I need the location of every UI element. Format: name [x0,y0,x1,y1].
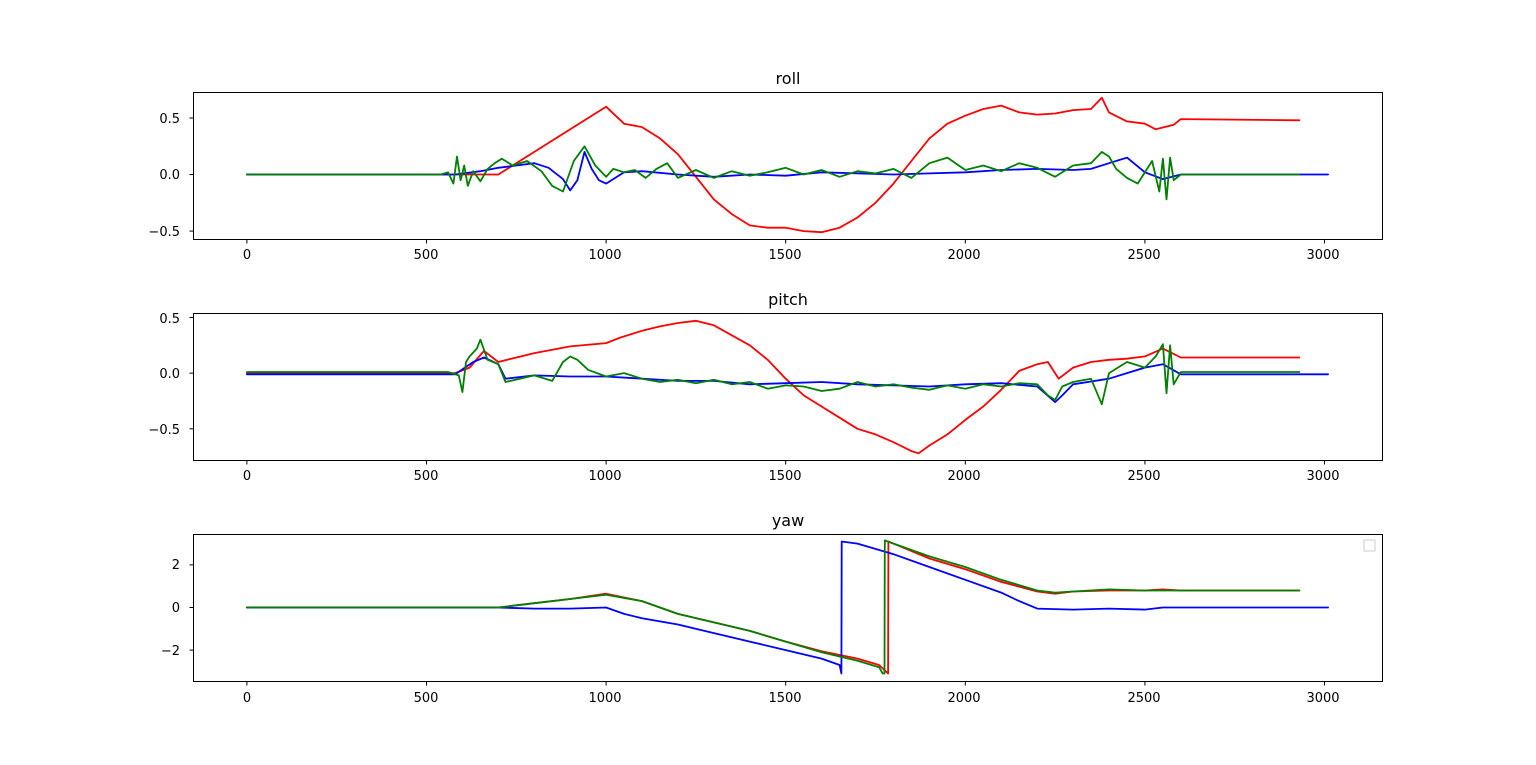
yaw-xtick-label: 0 [243,691,251,706]
pitch-series-line-0 [245,319,1301,455]
roll-title: roll [776,69,801,88]
yaw-xtick-labels: 0 500 1000 1500 2000 2500 3000 [243,691,1340,706]
roll-ytick-label: 0.5 [159,112,180,127]
roll-xtick-label: 1500 [768,248,801,263]
roll-subplot: roll 0.5 0.0 −0.5 0 500 1000 1500 2000 2… [148,69,1339,263]
yaw-ytick-label: 2 [172,558,180,573]
roll-plot-area [189,92,1383,244]
yaw-legend-empty [1363,539,1376,552]
roll-series-line-0 [245,96,1301,234]
roll-axes-frame [193,92,1383,240]
pitch-ytick-labels: 0.5 0.0 −0.5 [148,312,180,438]
roll-xtick-label: 3000 [1306,248,1339,263]
yaw-title: yaw [772,511,804,530]
yaw-xtick-label: 1500 [768,691,801,706]
yaw-xtick-label: 500 [414,691,439,706]
yaw-xtick-label: 2000 [947,691,980,706]
pitch-subplot: pitch 0.5 0.0 −0.5 0 500 1000 1500 2000 … [148,290,1339,484]
pitch-title: pitch [768,290,808,309]
yaw-series-line-1 [245,540,1329,675]
pitch-xtick-label: 1500 [768,469,801,484]
roll-xtick-label: 1000 [588,248,621,263]
yaw-plot-area [189,534,1383,686]
pitch-series-line-2 [245,338,1301,406]
roll-ytick-label: 0.0 [159,168,180,183]
pitch-ytick-label: 0.5 [159,312,180,327]
yaw-ytick-label: −2 [161,644,180,659]
pitch-ytick-label: −0.5 [148,423,180,438]
pitch-xtick-label: 500 [414,469,439,484]
pitch-plot-area [189,313,1383,465]
roll-xtick-label: 2000 [947,248,980,263]
pitch-xtick-label: 2500 [1127,469,1160,484]
roll-xtick-label: 0 [243,248,251,263]
pitch-xtick-label: 2000 [947,469,980,484]
pitch-ytick-label: 0.0 [159,367,180,382]
pitch-axes-frame [193,313,1383,461]
roll-series-line-2 [245,145,1301,201]
roll-xtick-labels: 0 500 1000 1500 2000 2500 3000 [243,248,1340,263]
yaw-subplot: yaw 2 0 −2 0 500 1000 1500 2000 2500 300… [161,511,1376,706]
yaw-xtick-label: 2500 [1127,691,1160,706]
pitch-xtick-label: 3000 [1306,469,1339,484]
yaw-xtick-label: 1000 [588,691,621,706]
roll-xtick-label: 500 [414,248,439,263]
yaw-ytick-label: 0 [172,601,180,616]
yaw-ytick-labels: 2 0 −2 [161,558,180,659]
roll-series-line-1 [245,150,1329,192]
roll-ytick-labels: 0.5 0.0 −0.5 [148,112,180,240]
pitch-xtick-label: 0 [243,469,251,484]
roll-xtick-label: 2500 [1127,248,1160,263]
yaw-xtick-label: 3000 [1306,691,1339,706]
roll-ytick-label: −0.5 [148,225,180,240]
yaw-series-line-2 [245,539,1301,675]
pitch-xtick-label: 1000 [588,469,621,484]
pitch-xtick-labels: 0 500 1000 1500 2000 2500 3000 [243,469,1340,484]
